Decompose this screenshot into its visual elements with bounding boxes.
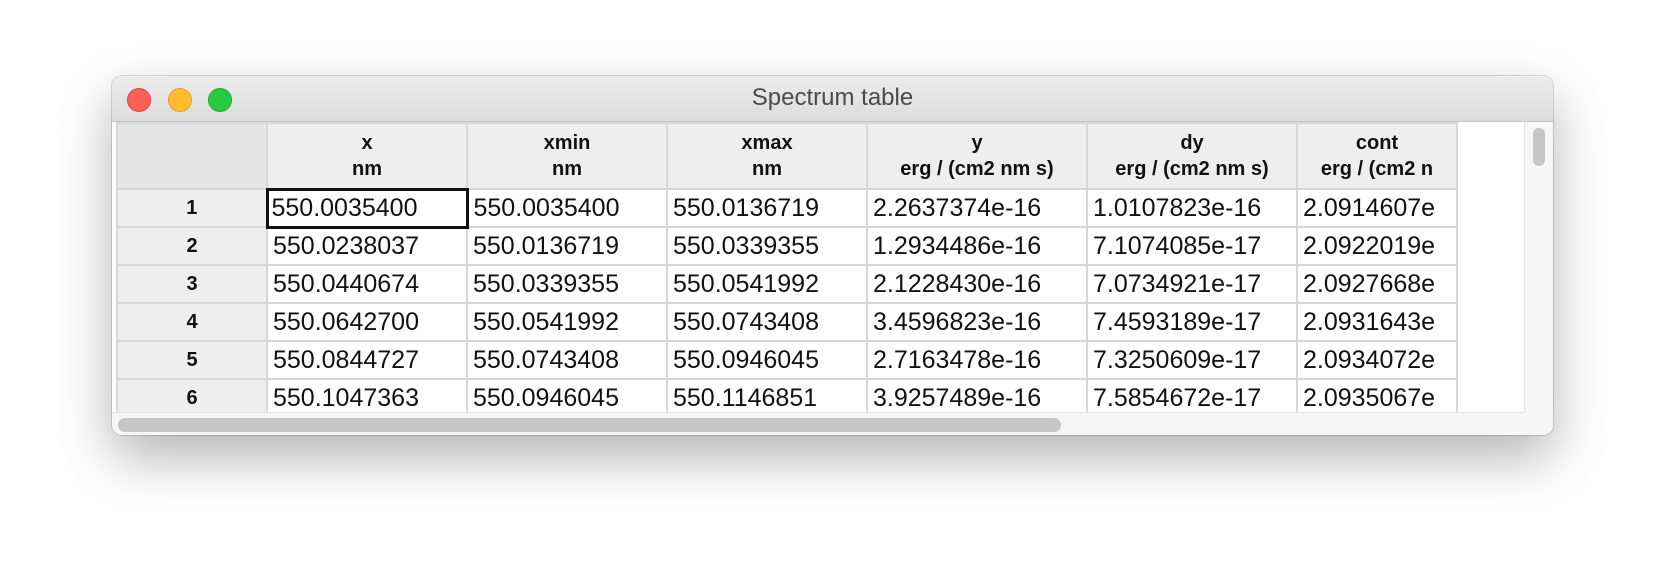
column-header-y[interactable]: y erg / (cm2 nm s) [866,122,1088,190]
table-cell[interactable]: 550.0136719 [466,226,668,266]
row-header[interactable]: 5 [116,340,268,380]
table-cell[interactable]: 7.4593189e-17 [1086,302,1298,342]
table-cell[interactable]: 7.5854672e-17 [1086,378,1298,412]
row-header[interactable]: 6 [116,378,268,412]
table-row: 5 550.0844727 550.0743408 550.0946045 2.… [116,340,1458,380]
row-header[interactable]: 1 [116,188,268,228]
table-cell[interactable]: 550.0946045 [466,378,668,412]
column-name: x [361,131,373,154]
title-bar[interactable]: Spectrum table [112,76,1553,122]
column-name: cont [1355,132,1399,154]
table-cell[interactable]: 550.0035400 [265,187,469,229]
table-cell[interactable]: 7.0734921e-17 [1086,264,1298,304]
table-row: 2 550.0238037 550.0136719 550.0339355 1.… [116,226,1458,266]
column-name: dy [1180,132,1204,154]
table-cell[interactable]: 2.0927668e [1296,264,1458,304]
table-cell[interactable]: 550.0339355 [666,226,868,266]
corner-header [116,122,268,190]
table-cell[interactable]: 550.0339355 [466,264,668,304]
table-cell[interactable]: 2.7163478e-16 [866,340,1088,380]
table-cell[interactable]: 7.3250609e-17 [1086,340,1298,380]
column-name: y [971,132,983,154]
column-header-x[interactable]: x nm [266,122,468,190]
table-cell[interactable]: 2.0935067e [1296,378,1458,412]
spectrum-table-window: Spectrum table x nm xmin nm xmax nm y erg / … [112,76,1553,435]
column-unit: erg / (cm2 nm s) [900,158,1054,180]
zoom-button[interactable] [208,88,232,112]
table-cell[interactable]: 550.0946045 [666,340,868,380]
scrollbar-corner [1524,412,1553,435]
column-header-cont[interactable]: cont erg / (cm2 n [1296,122,1458,190]
table-cell[interactable]: 550.1146851 [666,378,868,412]
table-cell[interactable]: 550.0743408 [666,302,868,342]
table-cell[interactable]: 3.4596823e-16 [866,302,1088,342]
table-cell[interactable]: 550.0238037 [266,226,468,266]
table-viewport: x nm xmin nm xmax nm y erg / (cm2 nm s) dy er… [116,122,1524,412]
table-cell[interactable]: 7.1074085e-17 [1086,226,1298,266]
window-title: Spectrum table [751,84,914,111]
table-cell[interactable]: 550.0844727 [266,340,468,380]
table-row: 3 550.0440674 550.0339355 550.0541992 2.… [116,264,1458,304]
table-cell[interactable]: 2.0922019e [1296,226,1458,266]
row-header[interactable]: 4 [116,302,268,342]
column-name: xmax [741,132,793,154]
vertical-scrollbar[interactable] [1524,122,1553,412]
close-button[interactable] [127,88,151,112]
column-unit: nm [752,158,782,180]
table-cell[interactable]: 1.2934486e-16 [866,226,1088,266]
row-header[interactable]: 3 [116,264,268,304]
column-unit: nm [352,157,382,180]
table-cell[interactable]: 550.0136719 [666,188,868,228]
column-unit: erg / (cm2 n [1320,158,1434,180]
header-row: x nm xmin nm xmax nm y erg / (cm2 nm s) dy er… [116,122,1458,190]
table-cell[interactable]: 2.0931643e [1296,302,1458,342]
table-cell[interactable]: 550.0541992 [466,302,668,342]
table-row: 1 550.0035400 550.0035400 550.0136719 2.… [116,187,1458,229]
table-cell[interactable]: 550.0035400 [466,188,668,228]
table-cell[interactable]: 2.2637374e-16 [866,188,1088,228]
table-cell[interactable]: 1.0107823e-16 [1086,188,1298,228]
table-cell[interactable]: 550.0541992 [666,264,868,304]
column-header-xmax[interactable]: xmax nm [666,122,868,190]
table-row: 4 550.0642700 550.0541992 550.0743408 3.… [116,302,1458,342]
vertical-scroll-thumb[interactable] [1533,128,1545,166]
column-unit: erg / (cm2 nm s) [1115,158,1269,180]
table-cell[interactable]: 550.0743408 [466,340,668,380]
table-cell[interactable]: 2.0914607e [1296,188,1458,228]
column-header-dy[interactable]: dy erg / (cm2 nm s) [1086,122,1298,190]
horizontal-scrollbar[interactable] [112,412,1524,435]
table-cell[interactable]: 3.9257489e-16 [866,378,1088,412]
table-cell[interactable]: 550.1047363 [266,378,468,412]
column-unit: nm [552,158,582,180]
column-header-xmin[interactable]: xmin nm [466,122,668,190]
spectrum-table: x nm xmin nm xmax nm y erg / (cm2 nm s) dy er… [116,122,1458,412]
table-cell[interactable]: 550.0440674 [266,264,468,304]
table-cell[interactable]: 550.0642700 [266,302,468,342]
minimize-button[interactable] [168,88,192,112]
table-cell[interactable]: 2.0934072e [1296,340,1458,380]
table-row: 6 550.1047363 550.0946045 550.1146851 3.… [116,378,1458,412]
column-name: xmin [543,132,591,154]
table-cell[interactable]: 2.1228430e-16 [866,264,1088,304]
row-header[interactable]: 2 [116,226,268,266]
horizontal-scroll-thumb[interactable] [118,418,1061,432]
